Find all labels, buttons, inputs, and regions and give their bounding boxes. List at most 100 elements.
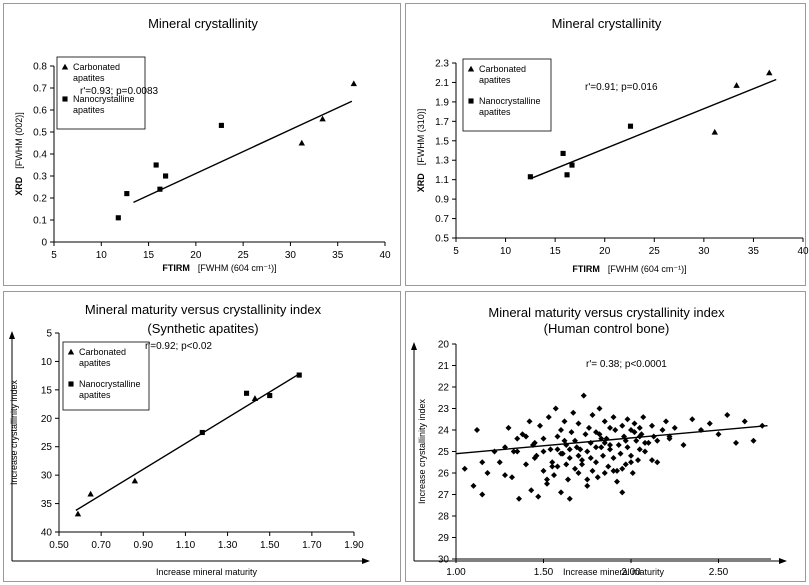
data-point xyxy=(733,439,739,446)
data-point xyxy=(584,476,591,483)
y-tick-label: 0.7 xyxy=(33,84,47,95)
chart-title: Mineral maturity versus crystallinity in… xyxy=(488,305,725,320)
data-point xyxy=(607,424,613,431)
data-point xyxy=(124,191,130,197)
data-point xyxy=(579,457,585,464)
data-point xyxy=(598,444,605,451)
data-point xyxy=(584,482,591,489)
chart-title: Mineral crystallinity xyxy=(148,16,258,31)
data-point xyxy=(505,424,512,431)
data-point xyxy=(582,431,589,438)
data-point xyxy=(514,448,521,455)
series-diamond xyxy=(461,392,766,502)
y-tick-label: 35 xyxy=(41,499,53,510)
data-point xyxy=(502,444,508,451)
chart-title: (Synthetic apatites) xyxy=(147,321,258,336)
legend-marker-square xyxy=(62,96,68,102)
data-point xyxy=(619,489,626,496)
chart-panel-synthetic-apatites: Mineral maturity versus crystallinity in… xyxy=(3,291,401,582)
data-point xyxy=(267,392,273,399)
data-point xyxy=(569,162,575,168)
data-point xyxy=(527,174,533,180)
data-point xyxy=(566,454,573,461)
data-point xyxy=(633,437,640,444)
data-point xyxy=(615,442,622,449)
data-point xyxy=(243,390,250,396)
chart-xrd-310-svg: Mineral crystallinity 0.5 0.7 0.9 1.1 1.3 1.5 1… xyxy=(416,16,809,274)
x-tick-label: 10 xyxy=(500,246,512,257)
series-triangle xyxy=(298,80,357,146)
chart-xrd-002-svg: Mineral crystallinity 0 0.1 0.2 0.3 0.4 0.5 0.6… xyxy=(14,16,391,273)
data-point xyxy=(666,433,673,440)
y-axis-label: XRD [FWHM (310)] xyxy=(416,109,426,193)
x-tick-label: 20 xyxy=(190,250,202,261)
x-arrow-head xyxy=(779,558,787,564)
y-tick-label: 0.5 xyxy=(33,128,47,139)
x-axis-label-unit: [FWHM (604 cm⁻¹)] xyxy=(608,264,687,274)
data-point xyxy=(587,454,594,461)
y-tick-label: 27 xyxy=(438,490,450,501)
legend-entry-label: apatites xyxy=(73,73,105,83)
data-point xyxy=(711,128,718,135)
data-point xyxy=(545,414,552,421)
y-tick-label: 26 xyxy=(438,469,450,480)
data-point xyxy=(619,422,626,429)
data-point xyxy=(470,482,477,489)
x-tick-label: 2.00 xyxy=(621,567,641,578)
data-point xyxy=(624,444,631,451)
data-point xyxy=(628,452,634,459)
y-tick-label: 15 xyxy=(41,385,53,396)
x-arrow-head xyxy=(362,558,370,564)
data-point xyxy=(350,80,357,87)
x-tick-label: 30 xyxy=(285,250,297,261)
y-tick-label: 0.8 xyxy=(33,62,47,73)
data-point xyxy=(622,437,629,444)
data-point xyxy=(671,424,678,431)
data-point xyxy=(593,444,599,451)
y-tick-label: 23 xyxy=(438,404,450,415)
x-tick-label: 1.10 xyxy=(176,540,196,551)
data-point xyxy=(479,459,486,466)
data-point xyxy=(698,427,704,433)
x-tick-label: 35 xyxy=(748,246,760,257)
data-point xyxy=(629,470,636,476)
data-point xyxy=(596,405,603,412)
y-tick-label: 25 xyxy=(41,442,53,453)
data-point xyxy=(565,476,571,483)
y-tick-label: 0.6 xyxy=(33,106,47,117)
data-point xyxy=(654,437,661,444)
x-tick-label: 35 xyxy=(332,250,344,261)
x-tick-label: 1.50 xyxy=(260,540,280,551)
data-point xyxy=(484,470,491,476)
data-point xyxy=(624,416,631,423)
y-axis-label: Increase crystallinity index xyxy=(9,379,19,485)
correlation-annotation: r'= 0.38; p<0.0001 xyxy=(586,359,667,370)
y-tick-label: 22 xyxy=(438,383,450,394)
legend-marker-triangle xyxy=(61,63,69,70)
legend-entry-label: Nanocrystalline xyxy=(479,96,541,106)
y-tick-label: 1.3 xyxy=(435,156,449,167)
data-point xyxy=(586,424,592,431)
legend-box xyxy=(56,56,146,130)
chart-panel-xrd-002: Mineral crystallinity 0 0.1 0.2 0.3 0.4 0.5 0.6… xyxy=(3,3,401,286)
x-tick-label: 2.50 xyxy=(709,567,729,578)
data-point xyxy=(654,459,661,466)
data-point xyxy=(614,467,620,474)
chart-title: (Human control bone) xyxy=(544,321,670,336)
data-point xyxy=(153,162,159,168)
data-point xyxy=(759,422,766,429)
data-point xyxy=(627,123,634,129)
x-tick-label: 1.00 xyxy=(446,567,466,578)
data-point xyxy=(479,491,486,498)
chart-synthetic-apatites-svg: Mineral maturity versus crystallinity in… xyxy=(9,302,370,577)
data-point xyxy=(612,427,619,433)
x-tick-label: 0.50 xyxy=(49,540,69,551)
data-point xyxy=(642,439,648,446)
x-tick-label: 40 xyxy=(797,246,809,257)
legend-entry-label: Nanocrystalline xyxy=(73,94,135,104)
data-point xyxy=(650,433,657,440)
data-point xyxy=(547,446,554,453)
data-point xyxy=(575,470,582,476)
series-triangle xyxy=(74,395,259,517)
data-point xyxy=(540,435,547,442)
